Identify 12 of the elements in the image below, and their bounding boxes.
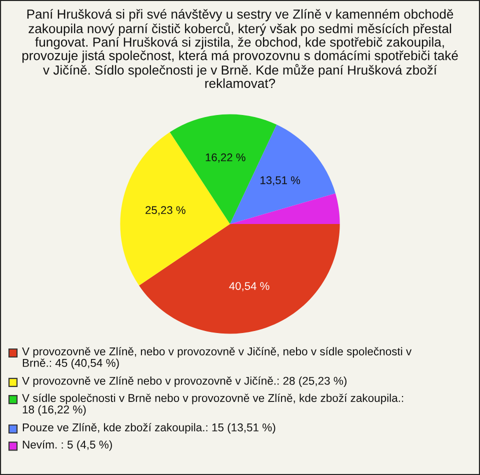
data-label: 13,51 % — [260, 176, 300, 186]
data-label: 16,22 % — [206, 153, 246, 163]
legend-label: V provozovně ve Zlíně, nebo v provozovně v Jičíně, nebo v sídle společnosti v Brně.: 45 (40,54 %) — [22, 347, 412, 370]
data-label: 40,54 % — [229, 282, 270, 292]
data-label: 25,23 % — [146, 206, 186, 216]
pie-slice — [230, 193, 340, 224]
legend-label: V sídle společnosti v Brně nebo v provozovně ve Zlíně, kde zboží zakoupila.: 18 (16,22 %) — [22, 394, 404, 416]
legend-label: V provozovně ve Zlíně nebo v provozovně v Jičíně.: 28 (25,23 %) — [22, 376, 346, 388]
chart-title: Paní Hrušková si při své návštěvy u sestry ve Zlíně v kamenném obchodě zakoupila nový parní čistič koberců, který však po sedmi měsících přestal fungovat. Paní Hrušková si zjistila, že obchod, kde spotřebič zakoupila, provozuje jistá společnost, která má provozovnu s domácími spotřebiči také v Jičíně. Sídlo společnosti je v Brně. Kde může paní Hrušková zboží reklamovat? — [22, 9, 458, 88]
legend-label: Nevím. : 5 (4,5 %) — [22, 440, 112, 451]
pie-slice — [139, 224, 340, 334]
legend-label: Pouze ve Zlíně, kde zboží zakoupila.: 15 (13,51 %) — [22, 423, 276, 434]
